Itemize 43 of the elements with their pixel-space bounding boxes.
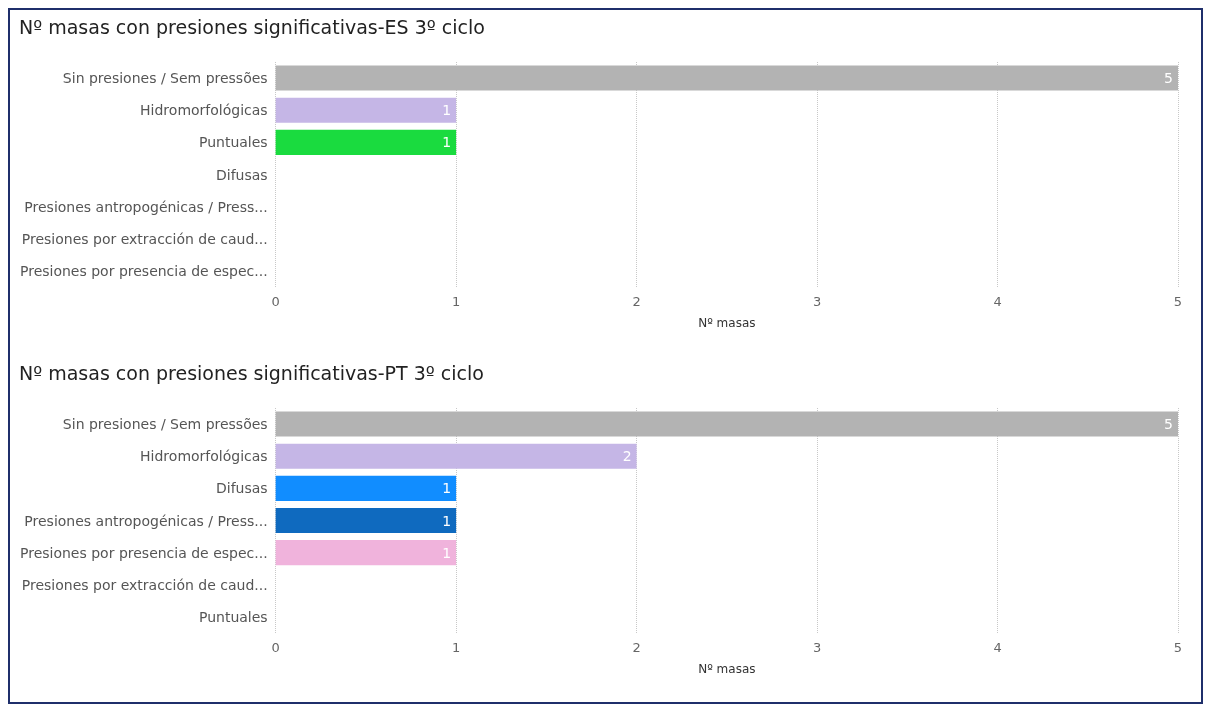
x-tick-label: 2 bbox=[632, 294, 641, 309]
data-label: 5 bbox=[1164, 416, 1173, 433]
bar bbox=[275, 443, 637, 469]
data-label: 1 bbox=[442, 134, 452, 151]
data-label: 1 bbox=[442, 544, 452, 561]
bar bbox=[275, 540, 457, 566]
y-tick-label: Presiones por extracción de caud... bbox=[21, 576, 268, 593]
y-tick-label: Difusas bbox=[216, 166, 268, 183]
data-label: 2 bbox=[622, 448, 632, 465]
y-tick-label: Hidromorfológicas bbox=[140, 448, 268, 465]
y-tick-label: Puntuales bbox=[198, 608, 268, 625]
x-tick-label: 4 bbox=[993, 294, 1002, 309]
y-tick-label: Presiones por presencia de espec... bbox=[19, 262, 268, 279]
x-tick-label: 3 bbox=[812, 294, 822, 309]
x-tick-label: 5 bbox=[1173, 294, 1183, 309]
data-label: 1 bbox=[442, 512, 452, 529]
bar bbox=[275, 411, 1178, 437]
data-label: 5 bbox=[1164, 70, 1173, 87]
y-tick-label: Presiones por presencia de espec... bbox=[19, 544, 268, 561]
chart-title: Nº masas con presiones significativas-PT 3º ciclo bbox=[19, 361, 484, 384]
x-tick-label: 0 bbox=[271, 294, 280, 309]
x-tick-label: 5 bbox=[1173, 640, 1183, 655]
y-tick-label: Puntuales bbox=[198, 134, 268, 151]
data-label: 1 bbox=[442, 480, 452, 497]
y-tick-label: Sin presiones / Sem pressões bbox=[62, 416, 268, 433]
y-tick-label: Difusas bbox=[216, 480, 268, 497]
x-tick-label: 0 bbox=[271, 640, 280, 655]
x-tick-label: 1 bbox=[451, 640, 461, 655]
bar bbox=[275, 507, 457, 534]
bar bbox=[275, 475, 457, 501]
x-tick-label: 2 bbox=[632, 640, 641, 655]
y-tick-label: Presiones antropogénicas / Press... bbox=[24, 198, 268, 215]
chart-title: Nº masas con presiones significativas-ES 3º ciclo bbox=[19, 15, 485, 38]
x-tick-label: 1 bbox=[451, 294, 461, 309]
x-tick-label: 3 bbox=[812, 640, 822, 655]
data-label: 1 bbox=[442, 102, 452, 119]
y-tick-label: Hidromorfológicas bbox=[140, 102, 268, 119]
y-tick-label: Sin presiones / Sem pressões bbox=[62, 70, 268, 87]
x-tick-label: 4 bbox=[993, 640, 1002, 655]
x-axis-title: Nº masas bbox=[698, 662, 756, 676]
y-tick-label: Presiones por extracción de caud... bbox=[21, 230, 268, 247]
y-tick-label: Presiones antropogénicas / Press... bbox=[24, 512, 268, 529]
x-axis-title: Nº masas bbox=[698, 316, 756, 330]
